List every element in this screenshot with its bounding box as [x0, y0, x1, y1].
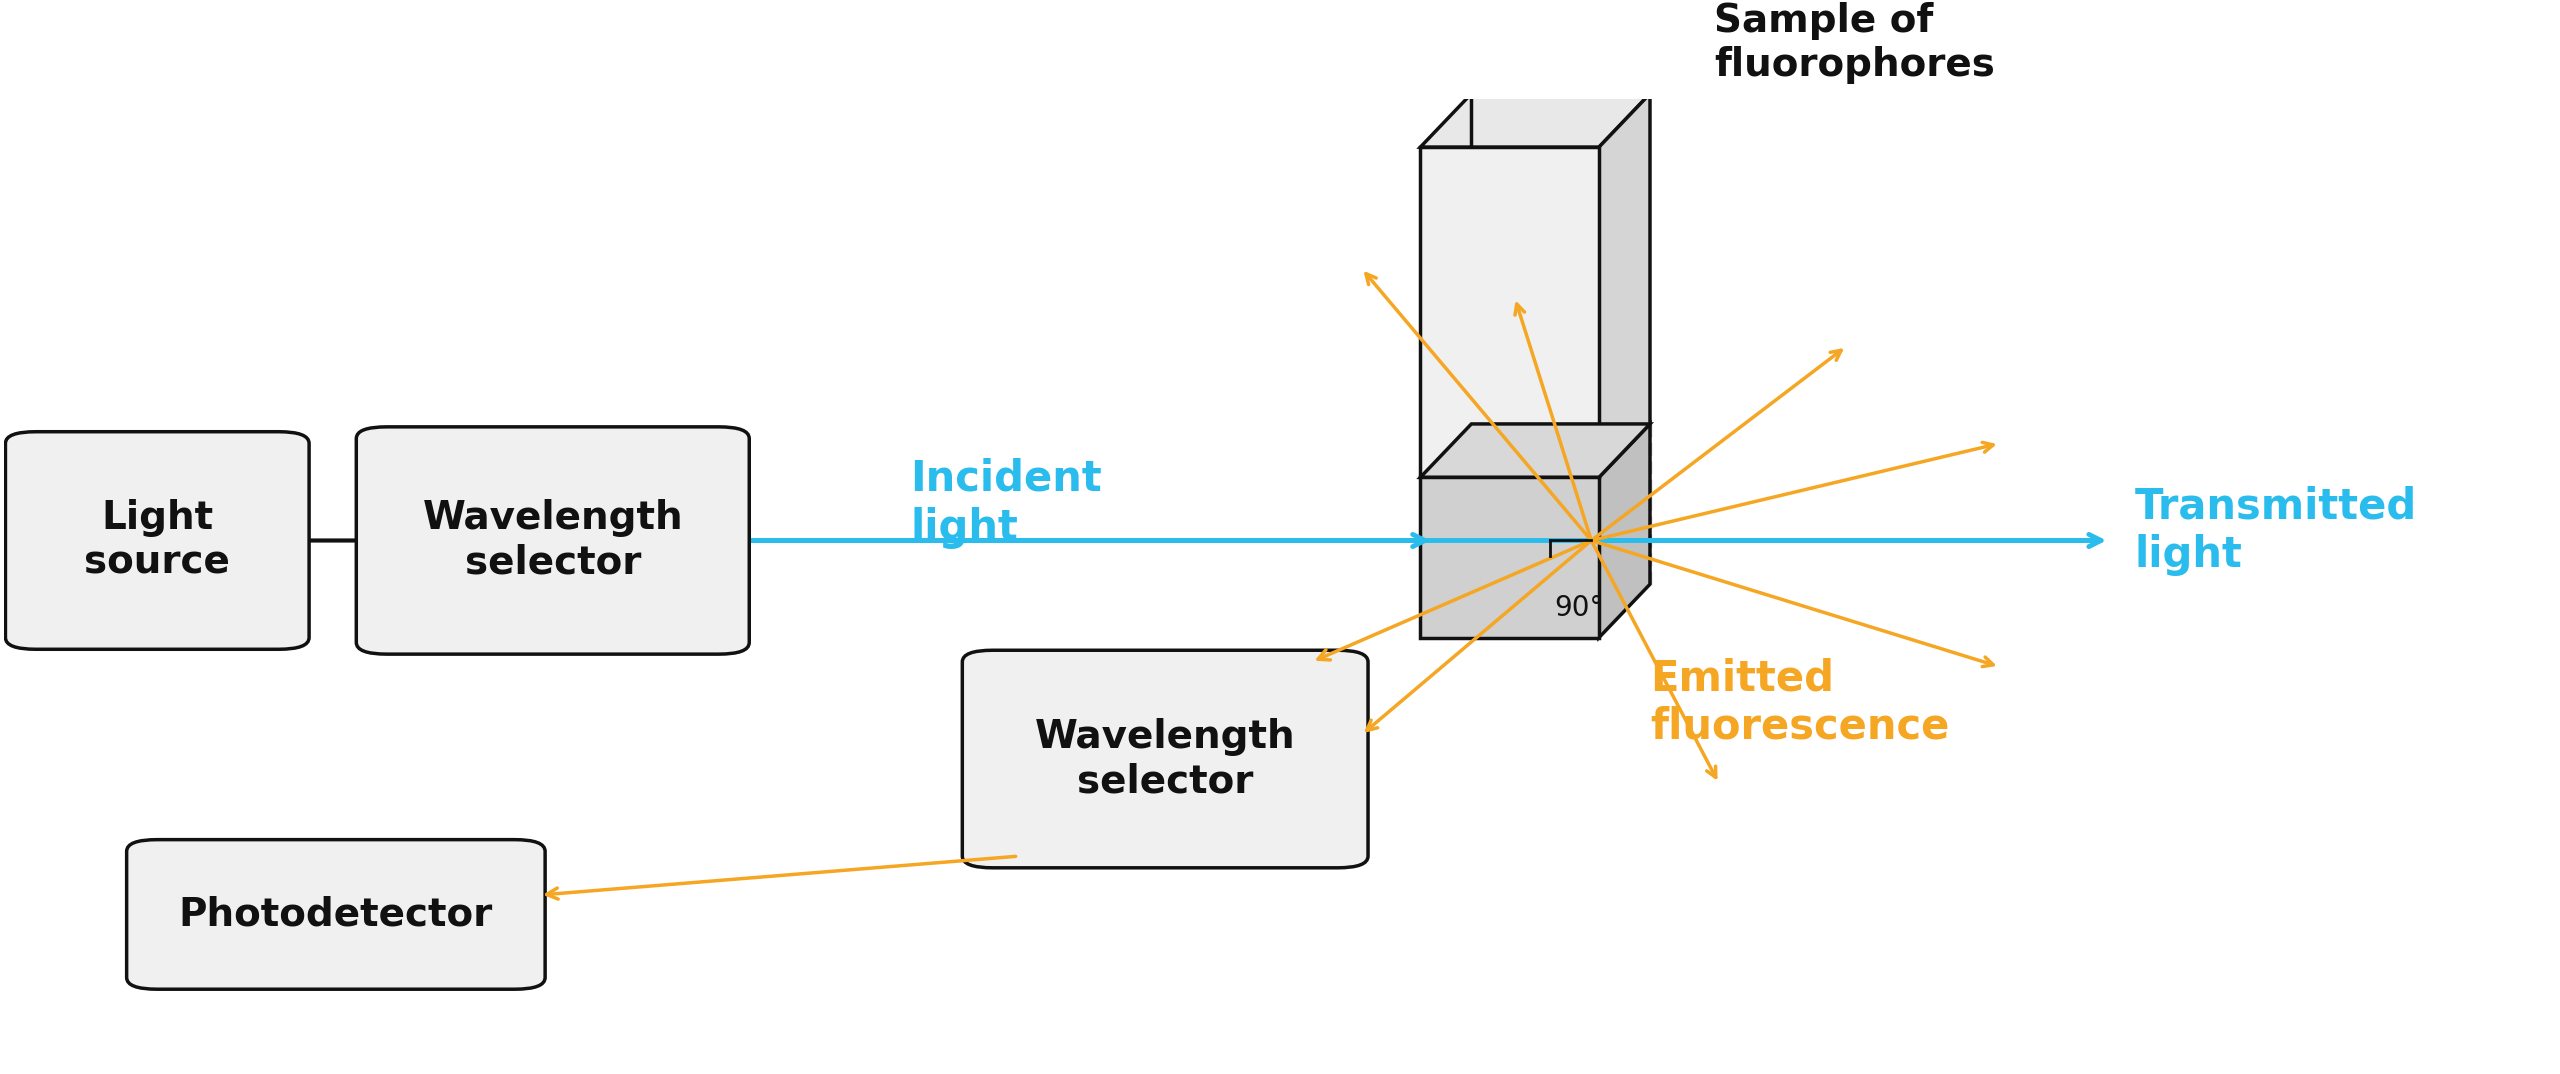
Text: Photodetector: Photodetector [179, 896, 494, 933]
Text: Light
source: Light source [84, 499, 230, 581]
Polygon shape [1421, 147, 1600, 477]
Text: Transmitted
light: Transmitted light [2135, 485, 2417, 576]
Polygon shape [1600, 93, 1651, 477]
FancyBboxPatch shape [356, 426, 750, 654]
Text: Wavelength
selector: Wavelength selector [422, 499, 684, 581]
Polygon shape [1421, 424, 1651, 477]
Text: Incident
light: Incident light [909, 458, 1101, 549]
Polygon shape [1421, 93, 1651, 147]
Text: Wavelength
selector: Wavelength selector [1034, 719, 1295, 800]
Polygon shape [1600, 424, 1651, 638]
FancyBboxPatch shape [963, 650, 1367, 868]
FancyBboxPatch shape [125, 840, 545, 989]
Text: 90°: 90° [1554, 594, 1603, 622]
FancyBboxPatch shape [5, 432, 310, 650]
Text: Sample of
fluorophores: Sample of fluorophores [1713, 2, 1994, 84]
Polygon shape [1421, 477, 1600, 638]
Text: Emitted
fluorescence: Emitted fluorescence [1651, 657, 1948, 748]
